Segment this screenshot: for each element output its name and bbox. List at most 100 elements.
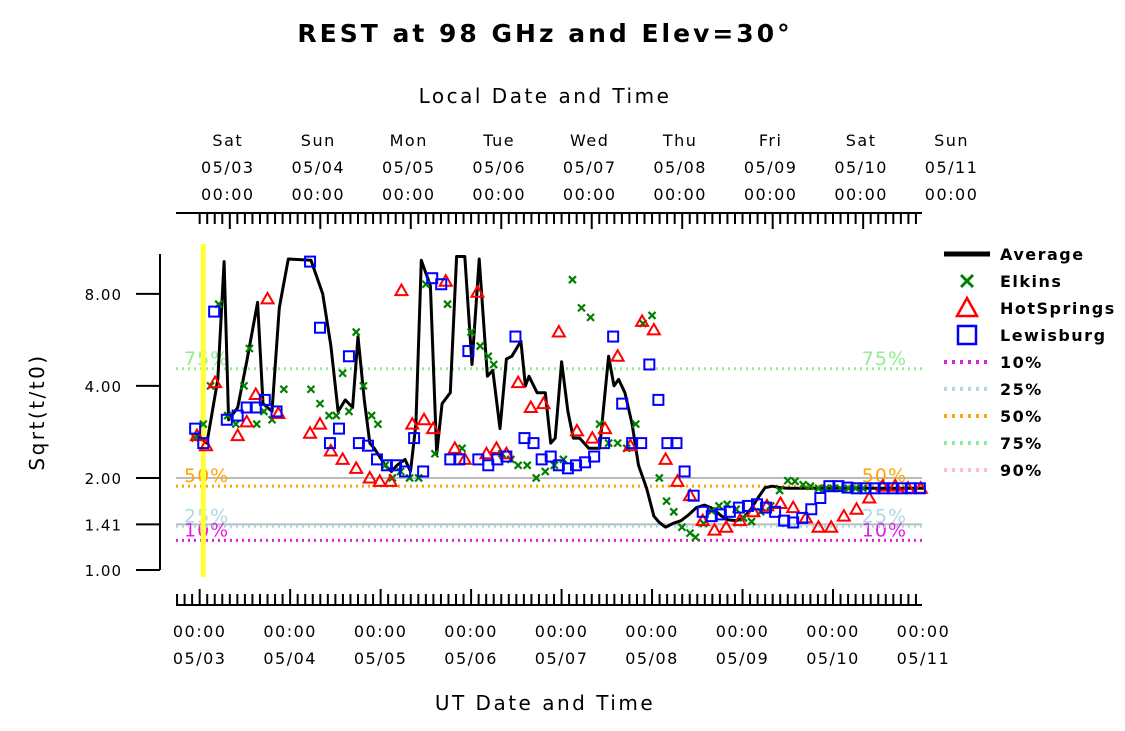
lewisburg-point <box>769 505 782 518</box>
elkins-point-b <box>669 507 679 517</box>
hotsprings-point <box>469 284 486 298</box>
hotsprings-point <box>488 440 505 454</box>
top-tick-time-8: 00:00 <box>925 185 979 204</box>
elkins-point-b <box>443 299 452 309</box>
elkins-point <box>332 411 341 420</box>
elkins-point <box>655 473 664 483</box>
elkins-point-b <box>798 480 808 490</box>
hotsprings-point <box>334 451 351 465</box>
lewisburg-point <box>314 321 326 334</box>
top-tick-date-0: 05/03 <box>201 158 255 177</box>
elkins-point-b <box>631 419 641 429</box>
top-tick-date-5: 05/08 <box>653 158 707 177</box>
hotsprings-point <box>312 416 328 430</box>
lewisburg-point <box>635 437 648 450</box>
hotsprings-point <box>447 440 463 454</box>
axes <box>159 212 922 606</box>
bottom-tick-date-8: 05/11 <box>897 649 951 668</box>
series-average <box>194 255 924 529</box>
lewisburg-point <box>435 278 448 291</box>
hotsprings-point <box>323 442 339 457</box>
elkins-point <box>691 532 700 542</box>
lewisburg-point <box>426 272 439 285</box>
elkins-point-b <box>739 513 748 523</box>
hotsprings-point <box>425 420 441 435</box>
elkins-point-b <box>245 344 254 353</box>
lewisburg-point <box>913 482 926 495</box>
lewisburg-point <box>805 503 818 516</box>
elkins-point-b <box>231 419 241 429</box>
hotsprings-point <box>551 324 567 338</box>
elkins-point <box>344 407 354 416</box>
lewisburg-point <box>258 393 271 406</box>
top-tick-time-6: 00:00 <box>744 185 798 204</box>
hotsprings-point <box>810 519 827 533</box>
lewisburg-point <box>462 345 475 358</box>
top-tick-time-0: 00:00 <box>201 185 255 204</box>
lewisburg-point <box>561 462 574 475</box>
hotsprings-point <box>498 445 515 460</box>
elkins-point-b <box>359 381 368 391</box>
legend-label-0: Average <box>1000 245 1085 264</box>
elkins-point-b <box>344 407 354 416</box>
hotsprings-point <box>207 374 223 389</box>
elkins-point <box>430 449 440 459</box>
hotsprings-point <box>510 374 526 389</box>
elkins-point-b <box>806 481 815 491</box>
bottom-tick-date-0: 05/03 <box>173 649 227 668</box>
top-tick-day-4: Wed <box>570 131 609 150</box>
legend-label-1: Elkins <box>1000 272 1062 291</box>
elkins-point <box>359 381 368 391</box>
elkins-point <box>315 399 325 408</box>
lewisburg-point <box>270 405 283 418</box>
lewisburg-point <box>500 450 513 463</box>
hotsprings-point <box>706 522 723 536</box>
elkins-point-b <box>338 368 347 378</box>
hotsprings-point <box>404 416 421 430</box>
elkins-point <box>714 501 724 511</box>
percentile-lines: 10% 10%25% 25%50% 50%75% 75% <box>176 348 922 542</box>
top-tick-date-3: 05/06 <box>472 158 526 177</box>
hotsprings-point <box>861 489 877 504</box>
hotsprings-point <box>535 395 552 410</box>
lewisburg-point <box>509 330 522 343</box>
percentile-label-right-1: 25% <box>862 505 907 527</box>
bottom-tick-date-6: 05/09 <box>716 649 770 668</box>
top-tick-date-7: 05/10 <box>834 158 888 177</box>
series <box>189 255 929 542</box>
elkins-point-b <box>306 384 316 394</box>
elkins-point-b <box>430 449 440 459</box>
elkins-point-b <box>595 419 604 429</box>
lewisburg-point <box>527 437 540 450</box>
y-tick-label-4: 8.00 <box>85 286 122 304</box>
legend-swatch-1 <box>959 273 975 289</box>
elkins-point-b <box>315 399 325 408</box>
chart-title: REST at 98 GHz and Elev=30° <box>297 19 792 48</box>
lewisburg-point <box>607 330 620 343</box>
elkins-point-b <box>775 486 784 495</box>
hotsprings-point <box>823 519 839 533</box>
elkins-point <box>484 351 493 361</box>
elkins-point <box>775 486 784 495</box>
lewisburg-point <box>390 459 402 472</box>
lewisburg-point <box>333 422 345 435</box>
elkins-point <box>306 384 316 394</box>
hotsprings-point <box>634 313 650 327</box>
hotsprings-point <box>609 348 626 362</box>
hotsprings-point <box>248 386 264 400</box>
bottom-tick-date-4: 05/07 <box>535 649 589 668</box>
top-tick-day-2: Mon <box>390 131 428 150</box>
top-tick-day-1: Sun <box>301 131 336 150</box>
top-tick-date-1: 05/04 <box>291 158 345 177</box>
lewisburg-point <box>304 255 317 268</box>
y-tick-label-3: 4.00 <box>85 378 122 396</box>
elkins-point <box>577 303 586 313</box>
bottom-tick-date-7: 05/10 <box>806 649 860 668</box>
y-tick-label-1: 1.41 <box>85 516 122 534</box>
lewisburg-point <box>616 397 629 410</box>
lewisburg-point <box>408 432 421 445</box>
top-tick-day-3: Tue <box>482 131 515 150</box>
elkins-point <box>541 467 550 476</box>
elkins-point <box>747 517 756 526</box>
